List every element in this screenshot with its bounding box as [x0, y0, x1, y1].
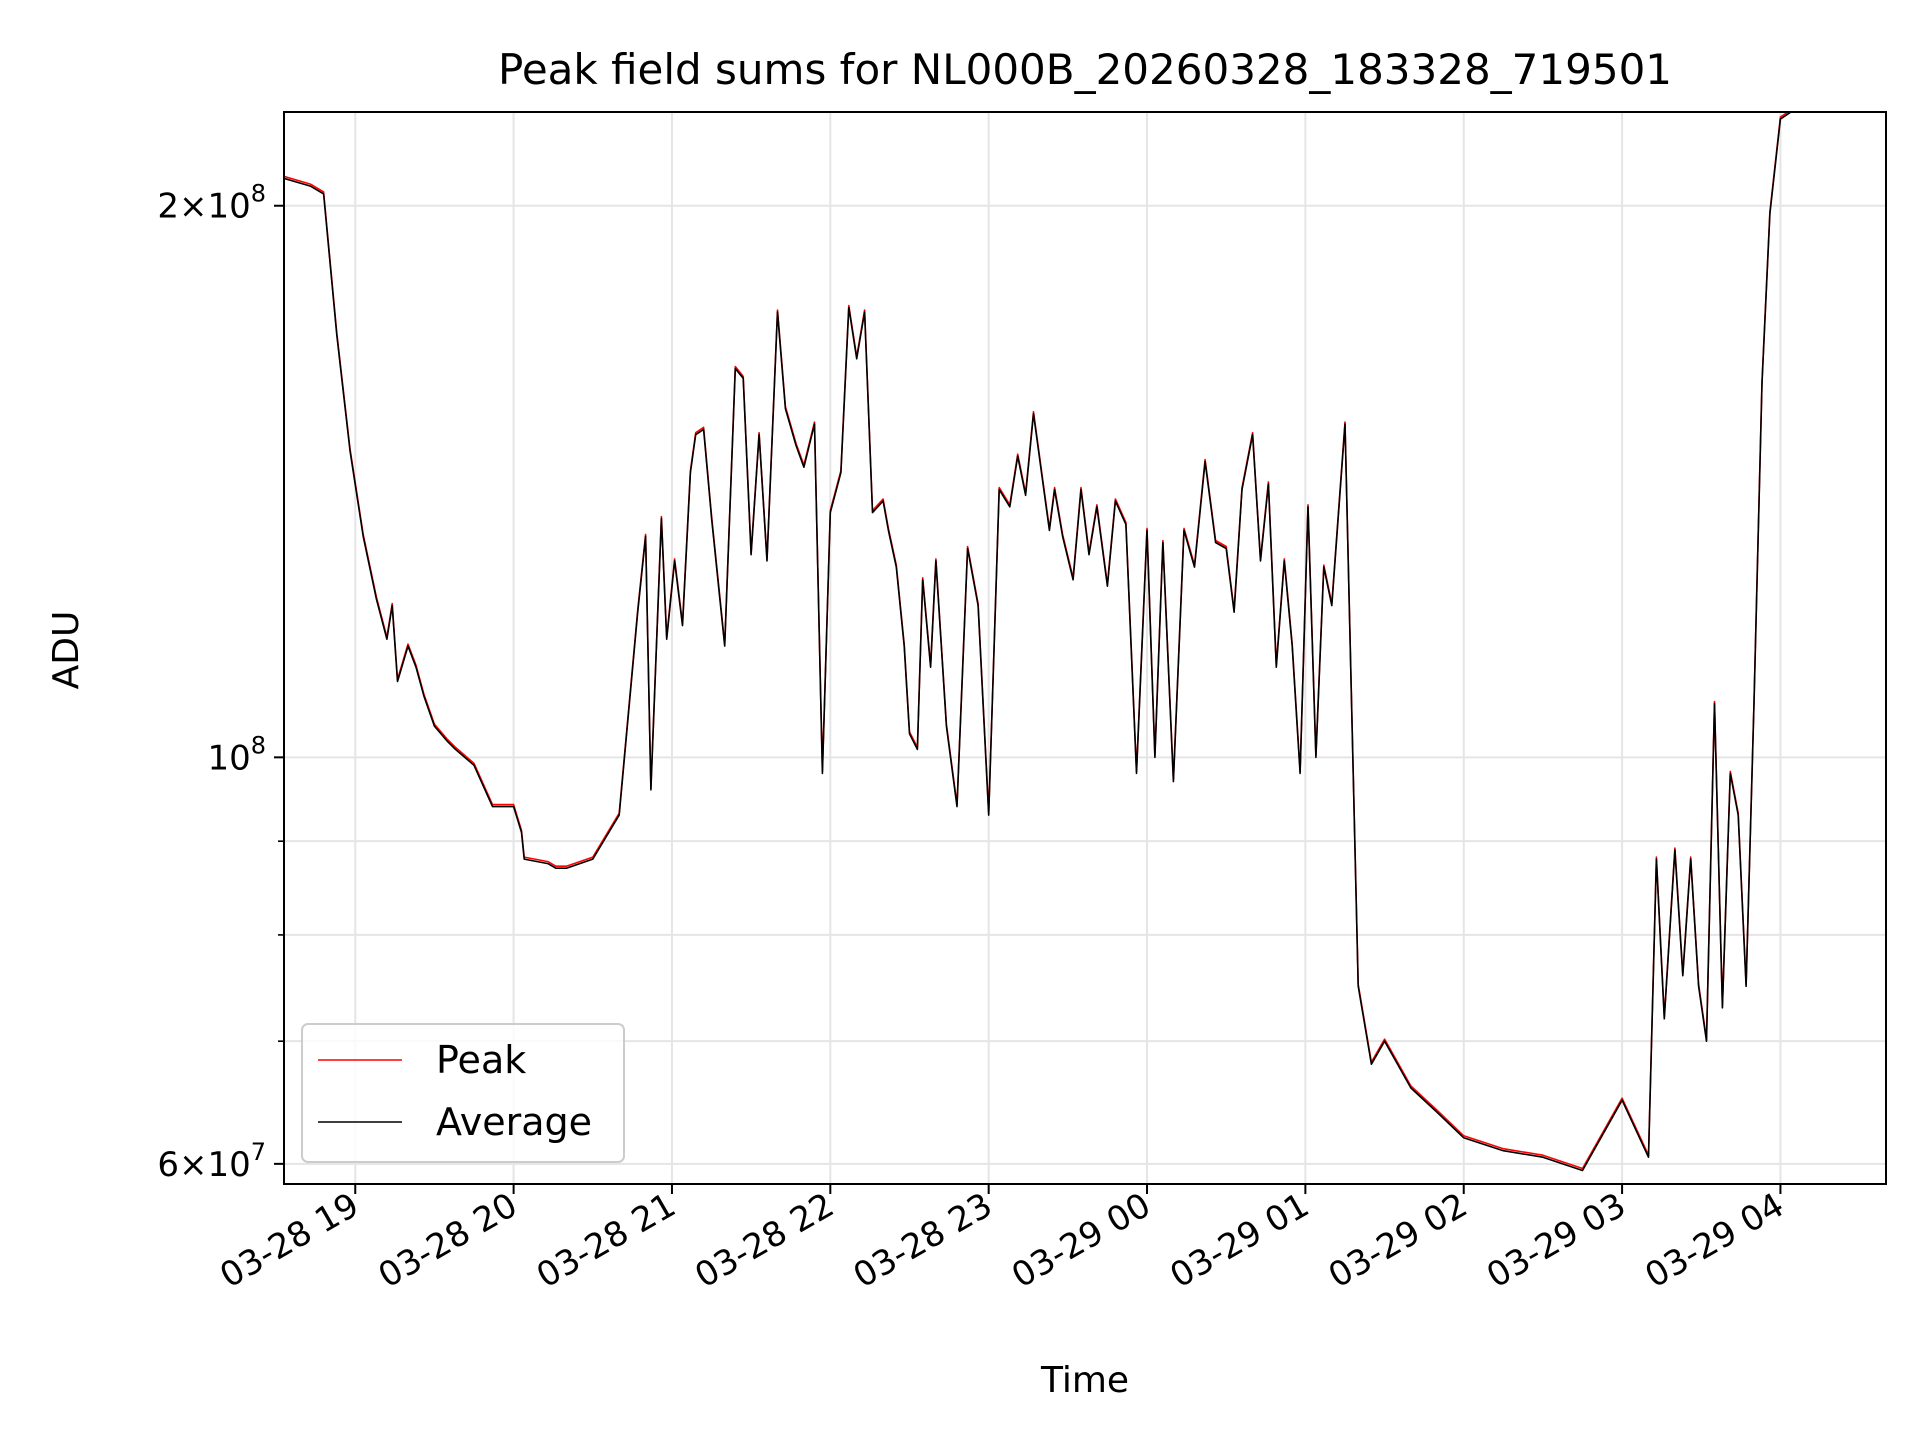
series-lines: [284, 112, 1847, 1172]
legend: Peak Average: [301, 1023, 625, 1163]
grid-lines: [284, 112, 1886, 1184]
legend-label-peak: Peak: [436, 1038, 526, 1082]
x-axis-label: Time: [1040, 1360, 1129, 1401]
legend-label-average: Average: [436, 1100, 592, 1144]
y-tick-label: 6×107: [157, 1138, 266, 1185]
plot-frame: [283, 111, 1887, 1185]
y-tick-label: 108: [207, 731, 266, 778]
legend-box: [301, 1023, 625, 1163]
y-axis-label: ADU: [46, 611, 87, 690]
y-tick-label: 2×108: [157, 180, 266, 227]
chart-title: Peak field sums for NL000B_20260328_1833…: [498, 45, 1672, 94]
series-line-average: [284, 112, 1847, 1172]
